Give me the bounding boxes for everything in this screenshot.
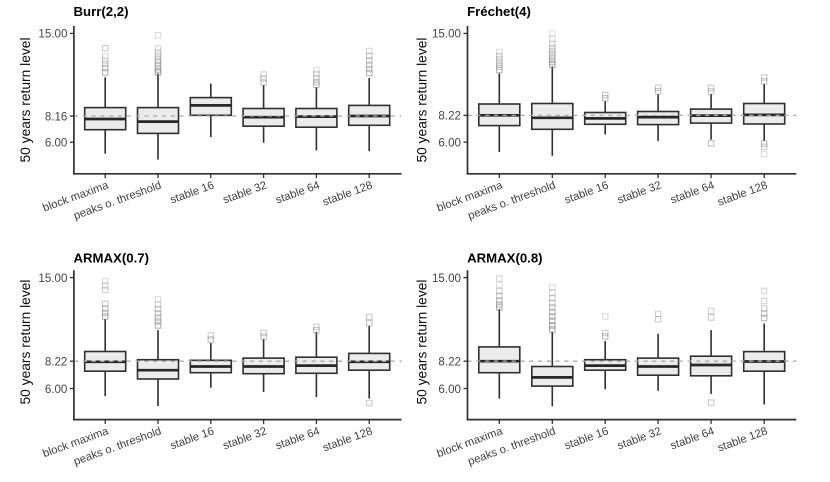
svg-text:8.22: 8.22	[45, 356, 68, 369]
svg-text:Fréchet(4): Fréchet(4)	[467, 4, 531, 19]
svg-text:ARMAX(0.8): ARMAX(0.8)	[467, 250, 542, 265]
svg-text:Burr(2,2): Burr(2,2)	[74, 4, 129, 19]
svg-text:6.00: 6.00	[438, 137, 461, 150]
svg-text:15.00: 15.00	[432, 272, 461, 285]
svg-text:15.00: 15.00	[38, 28, 67, 41]
svg-text:6.00: 6.00	[45, 383, 68, 396]
svg-text:ARMAX(0.7): ARMAX(0.7)	[74, 250, 149, 265]
svg-text:50 years return level: 50 years return level	[18, 279, 33, 404]
svg-text:50 years return level: 50 years return level	[18, 37, 33, 162]
svg-text:8.22: 8.22	[438, 110, 461, 123]
svg-text:50 years return level: 50 years return level	[415, 279, 430, 404]
svg-text:6.00: 6.00	[438, 383, 461, 396]
svg-text:6.00: 6.00	[45, 137, 68, 150]
svg-text:15.00: 15.00	[432, 28, 461, 41]
svg-text:50 years return level: 50 years return level	[415, 37, 430, 162]
svg-text:8.22: 8.22	[438, 356, 461, 369]
svg-text:8.16: 8.16	[45, 110, 68, 123]
svg-text:15.00: 15.00	[38, 272, 67, 285]
